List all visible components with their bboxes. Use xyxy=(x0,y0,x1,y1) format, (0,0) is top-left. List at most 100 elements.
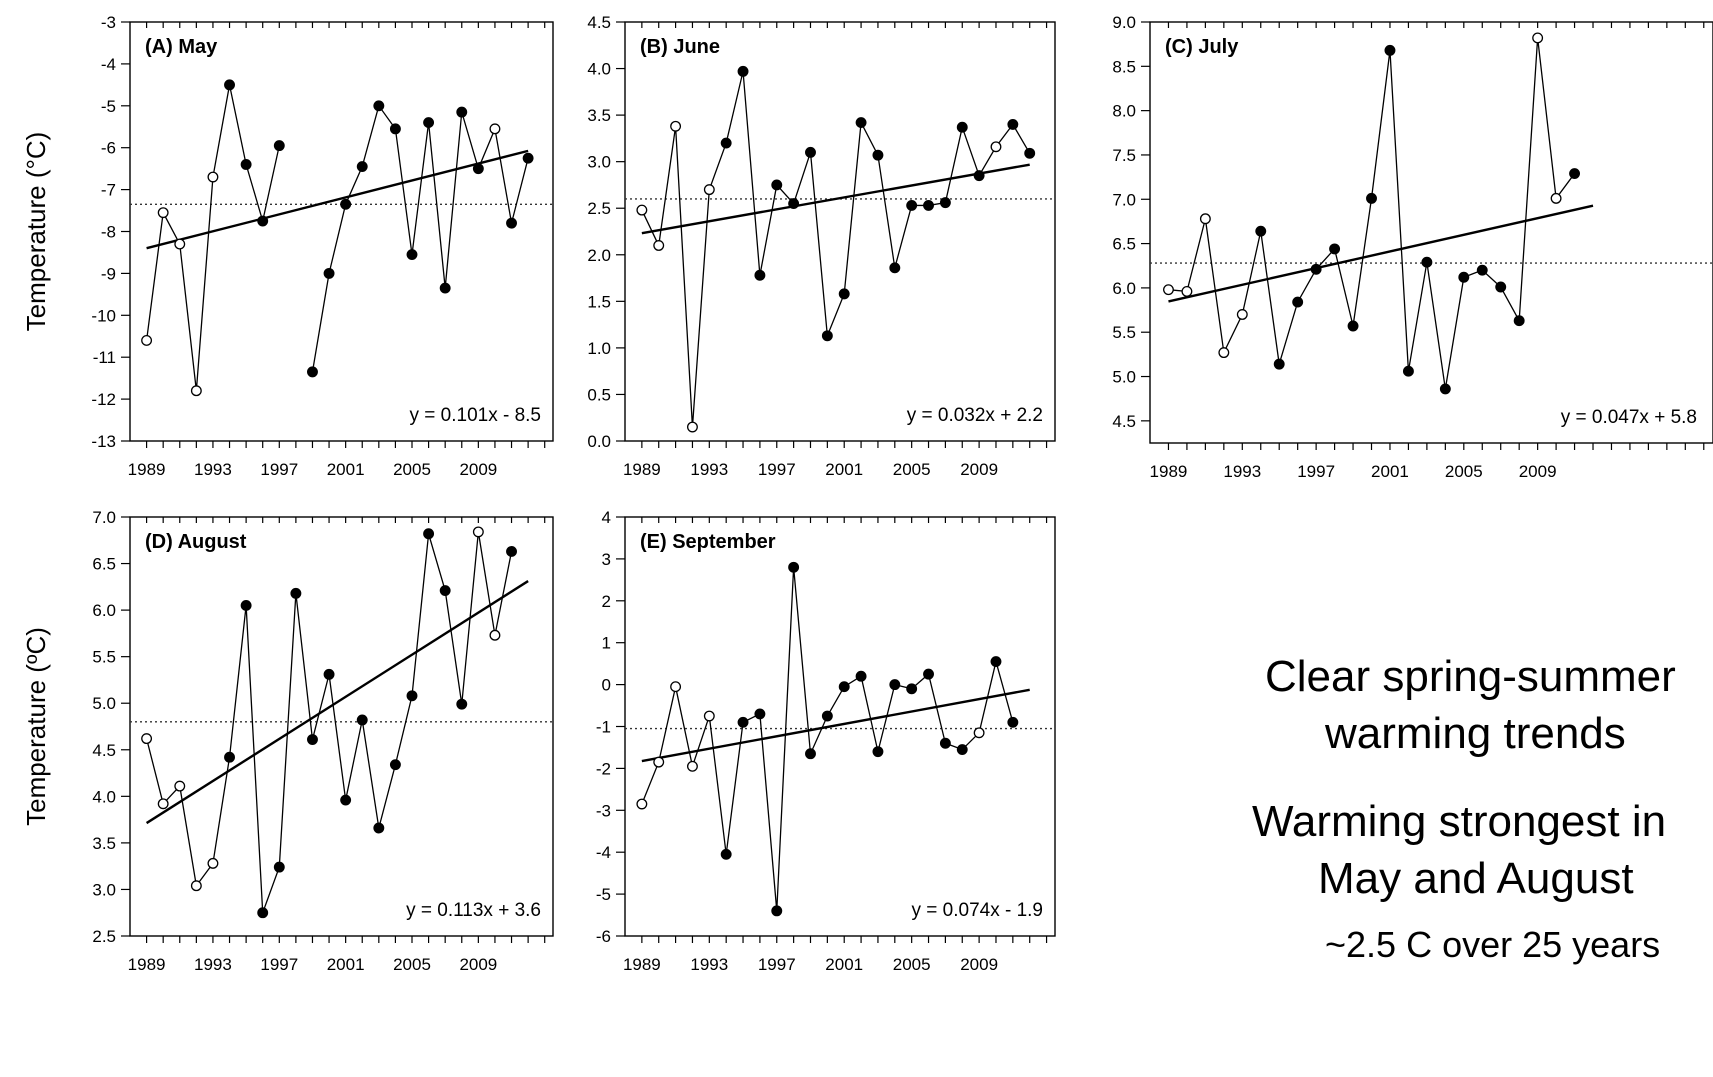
data-point-filled xyxy=(389,123,401,135)
data-point-filled xyxy=(771,179,783,191)
trend-line xyxy=(145,580,529,825)
data-point-filled xyxy=(1273,358,1285,370)
data-point-filled xyxy=(788,561,800,573)
data-point-open xyxy=(653,756,665,768)
x-tick-label: 1993 xyxy=(690,460,728,479)
y-tick-label: 1 xyxy=(602,634,611,653)
y-tick-label: -3 xyxy=(101,13,116,32)
x-tick-label: 2009 xyxy=(1519,462,1557,481)
data-point-filled xyxy=(838,288,850,300)
y-tick-label: 1.0 xyxy=(587,339,611,358)
data-point-open xyxy=(157,207,169,219)
panel-3: 4.5 5.0 5.5 6.0 6.5 7.0 7.5 8.0 8.5 9.0 1989 1993 19… xyxy=(1112,13,1713,481)
data-point-filled xyxy=(1310,263,1322,275)
series-line xyxy=(641,567,1014,911)
data-point-filled xyxy=(273,140,285,152)
data-point-filled xyxy=(307,366,318,378)
x-tick-label: 2001 xyxy=(1371,462,1409,481)
data-point-open xyxy=(472,526,484,538)
y-tick-label: 6.0 xyxy=(1112,279,1136,298)
data-point-filled xyxy=(906,199,918,211)
x-tick-label: 1997 xyxy=(260,955,298,974)
data-point-filled xyxy=(257,215,269,227)
data-point-filled xyxy=(506,217,517,229)
data-point-filled xyxy=(788,198,800,210)
data-point-open xyxy=(703,184,715,196)
data-point-open xyxy=(207,857,219,869)
y-tick-label: 6.0 xyxy=(92,601,116,620)
data-point-filled xyxy=(1366,192,1377,204)
x-tick-label: 2009 xyxy=(960,460,998,479)
y-tick-label: 0 xyxy=(602,676,611,695)
x-tick-label: 2005 xyxy=(893,955,931,974)
data-point-open xyxy=(489,629,501,641)
data-point-filled xyxy=(737,716,749,728)
x-tick-label: 1989 xyxy=(128,460,166,479)
data-point-filled xyxy=(1255,225,1267,237)
data-point-filled xyxy=(1495,281,1507,293)
y-tick-label: -4 xyxy=(101,55,116,74)
y-tick-label: 7.5 xyxy=(1112,146,1136,165)
data-point-filled xyxy=(805,146,816,158)
data-point-filled xyxy=(906,683,918,695)
x-tick-label: 2009 xyxy=(960,955,998,974)
data-point-open xyxy=(141,334,153,346)
data-point-filled xyxy=(1384,44,1396,56)
y-tick-label: 2.5 xyxy=(92,927,116,946)
panel-title: (D) August xyxy=(145,531,247,553)
data-point-filled xyxy=(373,822,385,834)
data-point-filled xyxy=(1458,271,1470,283)
data-point-open xyxy=(990,141,1002,153)
data-point-filled xyxy=(323,668,335,680)
data-point-filled xyxy=(821,330,833,342)
y-tick-label: -3 xyxy=(596,801,611,820)
data-point-filled xyxy=(838,681,850,693)
data-point-open xyxy=(174,780,186,792)
trend-line xyxy=(641,688,1030,763)
data-point-filled xyxy=(1292,296,1304,308)
y-tick-label: -10 xyxy=(91,306,116,325)
data-point-open xyxy=(190,385,202,397)
data-point-filled xyxy=(257,907,269,919)
data-point-open xyxy=(1181,285,1193,297)
regression-equation: y = 0.074x - 1.9 xyxy=(912,900,1044,921)
data-point-filled xyxy=(406,249,418,260)
x-tick-label: 1993 xyxy=(194,955,232,974)
data-point-filled xyxy=(889,679,901,691)
y-tick-label: 4 xyxy=(602,508,611,527)
data-point-filled xyxy=(290,587,302,599)
data-point-filled xyxy=(956,744,968,755)
data-point-filled xyxy=(456,106,468,118)
data-point-filled xyxy=(224,79,235,91)
data-point-filled xyxy=(923,199,934,211)
x-tick-label: 1997 xyxy=(758,460,796,479)
data-point-filled xyxy=(973,170,985,182)
data-point-filled xyxy=(737,65,749,77)
data-point-open xyxy=(1550,192,1562,204)
y-axis-label: Temperature (ºC) xyxy=(21,627,51,826)
note-line-5: ~2.5 C over 25 years xyxy=(1325,924,1661,965)
y-tick-label: 3 xyxy=(602,550,611,569)
note-line-1: Clear spring-summer xyxy=(1265,652,1676,701)
data-point-open xyxy=(670,120,682,132)
data-point-filled xyxy=(406,690,418,702)
y-tick-label: 2 xyxy=(602,592,611,611)
y-tick-label: 4.5 xyxy=(92,741,116,760)
data-point-open xyxy=(1199,213,1211,225)
y-tick-label: 3.5 xyxy=(92,834,116,853)
data-point-filled xyxy=(273,861,285,873)
data-point-filled xyxy=(1347,320,1359,332)
panel-title: (B) June xyxy=(640,36,720,58)
x-tick-label: 2005 xyxy=(1445,462,1483,481)
y-tick-label: 7.0 xyxy=(1112,190,1136,209)
data-point-open xyxy=(703,710,715,722)
data-point-open xyxy=(190,880,202,892)
data-point-filled xyxy=(720,848,732,860)
data-point-filled xyxy=(855,117,867,129)
x-tick-label: 1997 xyxy=(260,460,298,479)
panel-title: (E) September xyxy=(640,531,776,553)
y-tick-label: 8.0 xyxy=(1112,102,1136,121)
x-tick-label: 1997 xyxy=(758,955,796,974)
y-tick-label: 1.5 xyxy=(587,292,611,311)
plot-frame xyxy=(1149,21,1713,444)
